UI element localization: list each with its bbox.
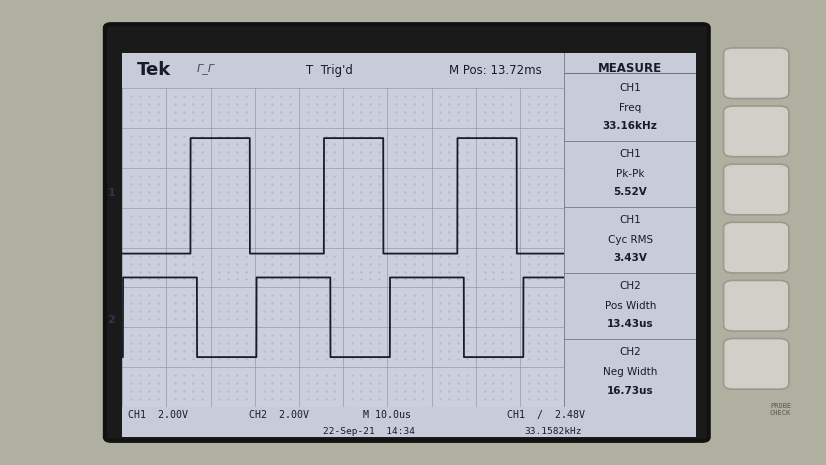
Text: T  Trig'd: T Trig'd xyxy=(306,64,353,77)
Text: 22-Sep-21  14:34: 22-Sep-21 14:34 xyxy=(323,427,415,436)
FancyBboxPatch shape xyxy=(724,280,789,331)
Text: 16.73us: 16.73us xyxy=(607,385,653,396)
FancyBboxPatch shape xyxy=(724,222,789,273)
Text: 5.52V: 5.52V xyxy=(614,187,647,197)
Text: CH1: CH1 xyxy=(620,149,641,159)
FancyBboxPatch shape xyxy=(724,48,789,99)
Text: 33.16kHz: 33.16kHz xyxy=(603,121,657,131)
Text: Neg Width: Neg Width xyxy=(603,367,657,377)
Text: PROBE
CHECK: PROBE CHECK xyxy=(770,403,791,416)
FancyBboxPatch shape xyxy=(724,106,789,157)
Text: Pos Width: Pos Width xyxy=(605,301,656,311)
Text: CH1: CH1 xyxy=(620,215,641,225)
Text: CH1: CH1 xyxy=(620,83,641,93)
Text: CH1  2.00V: CH1 2.00V xyxy=(128,410,188,420)
Text: CH2: CH2 xyxy=(620,281,641,291)
Text: CH2: CH2 xyxy=(620,347,641,357)
Text: M 10.0us: M 10.0us xyxy=(363,410,411,420)
Text: Freq: Freq xyxy=(620,103,641,113)
Text: Pk-Pk: Pk-Pk xyxy=(616,169,644,179)
Text: 2: 2 xyxy=(107,315,115,326)
Text: 33.1582kHz: 33.1582kHz xyxy=(525,427,582,436)
Text: 13.43us: 13.43us xyxy=(607,319,653,330)
Text: Tek: Tek xyxy=(136,61,171,79)
FancyBboxPatch shape xyxy=(105,24,709,441)
Text: 3.43V: 3.43V xyxy=(613,253,648,263)
Text: M Pos: 13.72ms: M Pos: 13.72ms xyxy=(449,64,542,77)
FancyBboxPatch shape xyxy=(724,339,789,389)
Text: MEASURE: MEASURE xyxy=(598,62,662,75)
Text: CH2  2.00V: CH2 2.00V xyxy=(249,410,309,420)
Text: Γ_Γ: Γ_Γ xyxy=(197,63,215,73)
Text: CH1  /  2.48V: CH1 / 2.48V xyxy=(507,410,585,420)
FancyBboxPatch shape xyxy=(724,164,789,215)
Text: 1: 1 xyxy=(107,188,115,198)
Text: Cyc RMS: Cyc RMS xyxy=(608,235,653,245)
